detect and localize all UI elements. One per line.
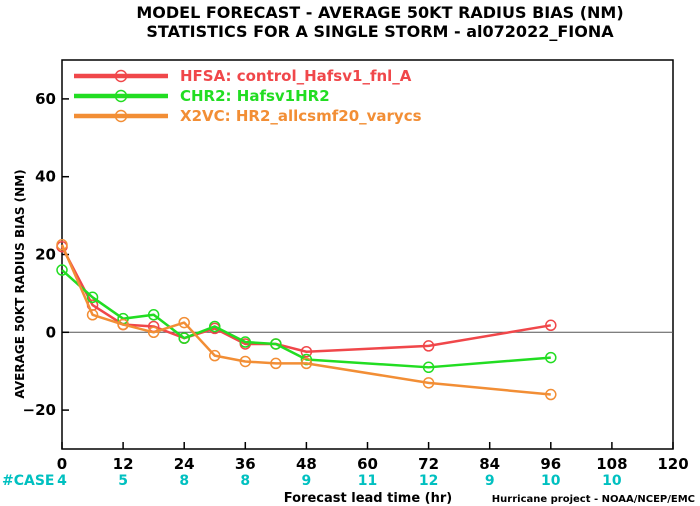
x-tick-label: 120 [657, 455, 688, 473]
y-tick-label: 20 [35, 246, 56, 264]
x-tick-label: 84 [479, 455, 500, 473]
data-point [178, 316, 190, 329]
data-point [300, 346, 313, 358]
case-counts: 4 5 8 8 9 11 12 9 10 10 [57, 473, 622, 489]
data-point [422, 361, 435, 374]
data-point [239, 355, 252, 368]
x-axis-label: Forecast lead time (hr) [284, 491, 452, 506]
x-tick-label: 72 [418, 455, 439, 473]
legend-item: HFSA: control_Hafsv1_fnl_A [74, 67, 412, 85]
data-point [86, 291, 99, 304]
case-count: 10 [602, 473, 622, 489]
case-count: 4 [57, 473, 67, 489]
legend-item: X2VC: HR2_allcsmf20_varycs [74, 107, 422, 125]
series-line [61, 269, 551, 369]
series-2 [56, 239, 557, 401]
legend: HFSA: control_Hafsv1_fnl_A CHR2: Hafsv1HR… [74, 67, 422, 125]
legend-item: CHR2: Hafsv1HR2 [74, 87, 330, 105]
data-point [209, 349, 221, 362]
chart-title-line-1: MODEL FORECAST - AVERAGE 50KT RADIUS BIA… [136, 3, 623, 22]
data-point [270, 357, 282, 370]
case-label: #CASE [2, 473, 55, 489]
data-point [117, 318, 129, 331]
data-point [56, 264, 68, 276]
data-point [422, 340, 435, 352]
x-tick-label: 12 [113, 455, 134, 473]
case-count: 8 [240, 473, 250, 489]
case-count: 8 [179, 473, 189, 489]
x-tick-label: 48 [296, 455, 317, 473]
y-axis-ticks: −20 0 20 40 60 [23, 90, 69, 419]
case-count: 12 [419, 473, 438, 489]
legend-marker [114, 109, 128, 123]
case-count: 9 [485, 473, 495, 489]
series-layer [56, 239, 557, 401]
legend-marker [114, 69, 128, 83]
legend-label: CHR2: Hafsv1HR2 [180, 87, 330, 105]
case-count: 11 [358, 473, 377, 489]
credit-text: Hurricane project - NOAA/NCEP/EMC [492, 494, 695, 505]
x-tick-label: 108 [596, 455, 627, 473]
chart-title-line-2: STATISTICS FOR A SINGLE STORM - al072022… [146, 22, 614, 41]
data-point [239, 336, 252, 348]
x-tick-label: 36 [235, 455, 256, 473]
y-tick-label: −20 [23, 401, 56, 419]
data-point [147, 309, 160, 321]
x-tick-label: 60 [357, 455, 378, 473]
data-point [147, 326, 160, 339]
data-point [545, 388, 557, 401]
data-point [545, 351, 557, 364]
legend-marker [114, 89, 128, 103]
legend-label: X2VC: HR2_allcsmf20_varycs [180, 107, 422, 125]
data-point [178, 332, 190, 344]
data-point [270, 338, 282, 350]
x-tick-label: 0 [57, 455, 67, 473]
case-count: 9 [302, 473, 312, 489]
data-point [422, 377, 435, 389]
data-point [86, 309, 99, 321]
y-tick-label: 60 [35, 90, 56, 108]
series-line [60, 244, 551, 396]
legend-label: HFSA: control_Hafsv1_fnl_A [180, 67, 412, 85]
x-tick-label: 96 [540, 455, 561, 473]
data-point [209, 320, 221, 333]
case-count: 10 [541, 473, 561, 489]
y-axis-label: AVERAGE 50KT RADIUS BIAS (NM) [13, 169, 27, 398]
series-1 [56, 264, 557, 374]
series-line [60, 246, 552, 353]
data-point [300, 357, 313, 370]
x-axis-ticks: 0 12 24 36 48 60 72 84 96 108 120 [57, 442, 689, 473]
data-point [545, 319, 557, 332]
x-tick-label: 24 [174, 455, 195, 473]
y-tick-label: 40 [35, 168, 56, 186]
data-point [56, 239, 68, 251]
plot-area [61, 59, 674, 450]
case-count: 5 [118, 473, 128, 489]
y-tick-label: 0 [46, 323, 56, 341]
